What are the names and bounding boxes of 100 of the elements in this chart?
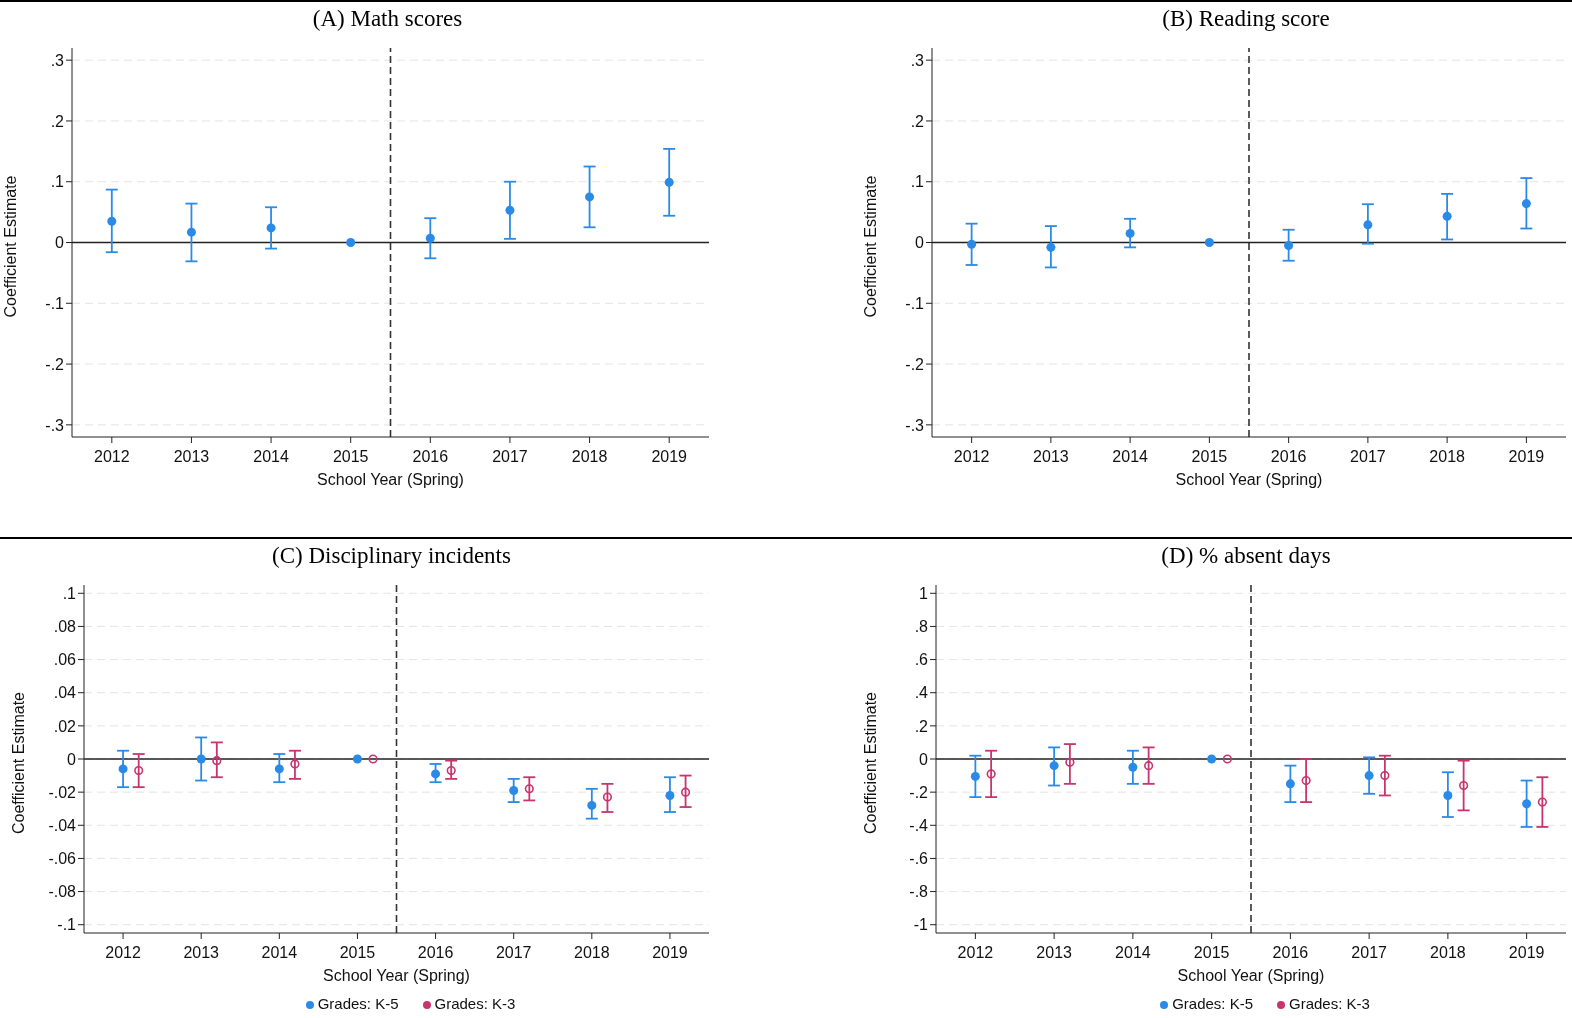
point (274, 764, 284, 774)
x-tick-label: 2015 (1191, 448, 1228, 466)
point (1125, 228, 1135, 238)
x-tick-label: 2014 (261, 944, 298, 962)
x-axis-title: School Year (Spring) (1175, 471, 1323, 488)
y-tick-label: -.2 (909, 783, 929, 801)
y-tick-label: .2 (910, 112, 925, 130)
y-tick-label: 1 (919, 584, 929, 602)
point (665, 790, 675, 800)
point (346, 238, 356, 247)
x-tick-label: 2015 (1193, 944, 1230, 962)
y-tick-label: -.8 (909, 883, 929, 901)
y-tick-label: .1 (910, 173, 925, 191)
point (1207, 754, 1217, 764)
x-tick-label: 2015 (332, 448, 369, 466)
point (1522, 799, 1532, 809)
chart-title: (C) Disciplinary incidents (271, 543, 512, 569)
x-tick-label: 2017 (492, 448, 528, 466)
point (585, 192, 595, 202)
x-tick-label: 2013 (183, 944, 220, 962)
point (1521, 199, 1531, 209)
point (1442, 211, 1452, 221)
y-tick-label: -.2 (45, 355, 65, 373)
x-tick-label: 2017 (1350, 448, 1386, 466)
x-tick-label: 2019 (651, 448, 688, 466)
point (290, 759, 300, 769)
y-tick-label: .3 (50, 51, 65, 69)
x-tick-label: 2019 (1508, 448, 1545, 466)
y-tick-label: -.08 (48, 883, 77, 901)
point (368, 754, 378, 764)
point (1380, 770, 1390, 781)
point (509, 785, 519, 795)
chart-title: (A) Math scores (311, 6, 464, 32)
point (1284, 241, 1294, 251)
y-tick-label: .02 (53, 717, 77, 735)
y-tick-label: -.02 (48, 783, 77, 801)
x-axis-title: School Year (Spring) (317, 471, 464, 488)
y-axis-title: Coefficient Estimate (1, 175, 19, 318)
point (967, 239, 977, 249)
x-tick-label: 2018 (571, 448, 608, 466)
x-tick-label: 2016 (412, 448, 449, 466)
y-tick-label: .08 (53, 618, 77, 636)
y-axis-title: Coefficient Estimate (861, 175, 879, 318)
point (664, 177, 674, 187)
point (134, 766, 144, 776)
point (196, 754, 206, 764)
point (602, 792, 613, 802)
y-tick-label: -.1 (57, 916, 77, 934)
x-tick-label: 2012 (957, 944, 994, 962)
x-tick-label: 2012 (953, 448, 990, 466)
point (1364, 771, 1374, 781)
y-tick-label: .1 (62, 584, 77, 602)
y-tick-label: -.6 (909, 850, 929, 868)
y-tick-label: .1 (50, 173, 65, 191)
x-tick-label: 2013 (1033, 448, 1069, 466)
point (1537, 797, 1547, 807)
point (1128, 762, 1138, 772)
point (425, 233, 435, 243)
y-tick-label: -.1 (45, 294, 65, 312)
x-tick-label: 2016 (417, 944, 454, 962)
point (186, 227, 196, 237)
point (1443, 790, 1453, 800)
x-tick-label: 2012 (105, 944, 141, 962)
x-tick-label: 2016 (1270, 448, 1307, 466)
x-tick-label: 2018 (1429, 448, 1466, 466)
point (107, 216, 117, 226)
point (212, 756, 222, 766)
chart-title: (D) % absent days (1160, 543, 1332, 569)
x-tick-label: 2015 (339, 944, 376, 962)
x-tick-label: 2013 (173, 448, 210, 466)
point (431, 769, 441, 779)
x-tick-label: 2014 (1115, 944, 1151, 962)
y-tick-label: .4 (914, 684, 929, 702)
y-tick-label: -.2 (905, 355, 925, 373)
point (446, 766, 456, 776)
point (1204, 238, 1214, 247)
y-tick-label: -.06 (48, 850, 77, 868)
point (1222, 754, 1232, 764)
y-tick-label: .8 (914, 618, 929, 636)
point (1065, 757, 1075, 767)
y-tick-label: .6 (914, 651, 929, 669)
legend-label: Grades: K-5 (317, 995, 399, 1012)
point (118, 764, 128, 774)
y-tick-label: -.4 (909, 816, 929, 834)
x-tick-label: 2017 (495, 944, 532, 962)
x-tick-label: 2018 (574, 944, 610, 962)
x-tick-label: 2017 (1351, 944, 1388, 962)
y-tick-label: .04 (53, 684, 77, 702)
point (1144, 761, 1154, 771)
x-axis-title: School Year (Spring) (323, 967, 470, 984)
y-tick-label: 0 (915, 234, 925, 252)
y-tick-label: 0 (919, 750, 929, 768)
point (970, 771, 980, 781)
y-tick-label: -.3 (45, 416, 65, 434)
y-tick-label: -.1 (905, 294, 925, 312)
point (1363, 220, 1373, 230)
x-tick-label: 2019 (1508, 944, 1545, 962)
y-tick-label: -1 (913, 916, 929, 934)
point (587, 800, 597, 810)
point (1046, 242, 1056, 252)
